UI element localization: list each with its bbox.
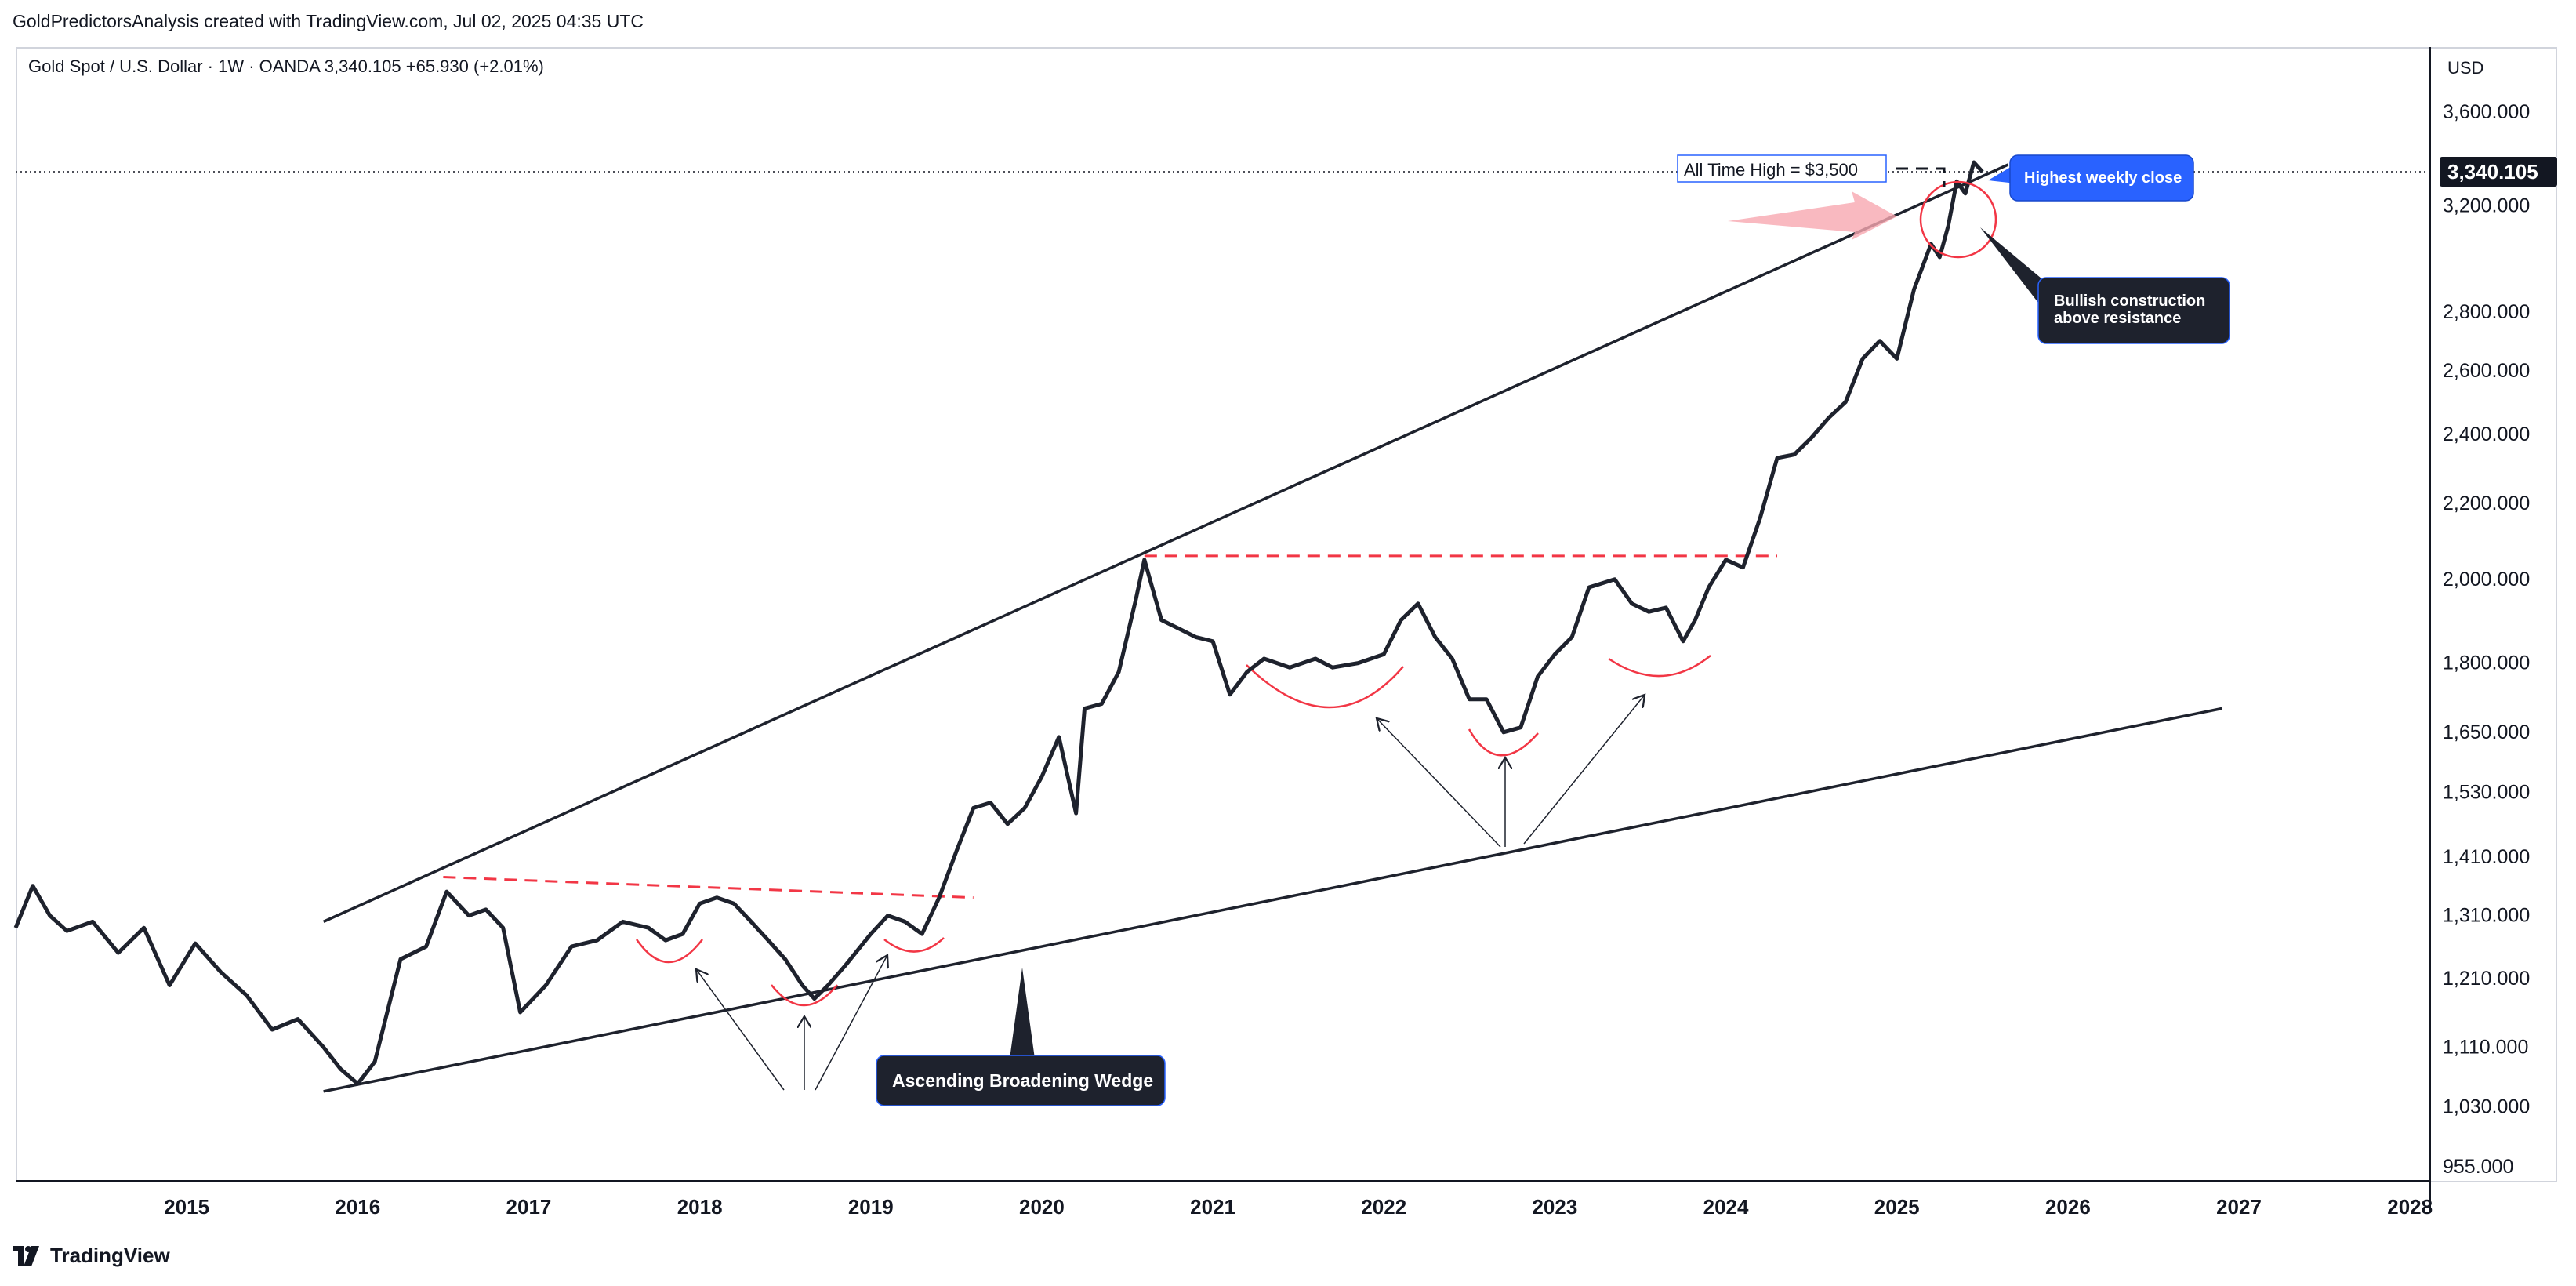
cup-arc [771,984,838,1007]
y-tick-label: 2,000.000 [2443,569,2530,590]
x-tick-label: 2019 [848,1195,894,1219]
x-tick-label: 2017 [506,1195,552,1219]
x-tick-label: 2023 [1532,1195,1577,1219]
x-tick-label: 2015 [164,1195,209,1219]
x-tick-label: 2026 [2045,1195,2091,1219]
highest-close-callout [2009,154,2194,202]
time-axis-ticks: 2015 2016 2017 2018 2019 2020 2021 2022 2023 2024… [164,1195,2433,1219]
cup-arc [635,939,703,964]
y-tick-label: 2,400.000 [2443,423,2530,445]
x-tick-label: 2016 [335,1195,380,1219]
wedge-text: Ascending Broadening Wedge [892,1070,1153,1091]
y-tick-label: 2,200.000 [2443,492,2530,514]
wedge-lower-line[interactable] [323,707,2222,1093]
y-tick-label: 1,030.000 [2443,1095,2530,1117]
trendlines [322,163,2222,1093]
x-tick-label: 2027 [2216,1195,2262,1219]
cup-arc [1608,655,1711,678]
highest-close-pointer [1988,165,2016,183]
chart-caption: GoldPredictorsAnalysis created with Trad… [13,11,644,31]
bullish-text-line1: Bullish construction [2054,292,2205,310]
y-tick-label: 1,650.000 [2443,721,2530,743]
last-price-box [2440,157,2557,187]
wedge-pointer [1010,968,1035,1059]
y-tick-label: 2,600.000 [2443,360,2530,382]
x-tick-label: 2022 [1361,1195,1406,1219]
pointer-arrow [696,969,785,1091]
pointer-arrow [1377,718,1501,848]
y-tick-label: 1,410.000 [2443,846,2530,868]
x-tick-label: 2024 [1703,1195,1749,1219]
tradingview-logo[interactable]: TradingView [13,1244,170,1268]
tradingview-icon [13,1245,39,1266]
x-tick-label: 2018 [677,1195,723,1219]
x-tick-label: 2020 [1019,1195,1065,1219]
y-tick-label: 3,600.000 [2443,101,2530,123]
ath-connector [1896,167,1946,187]
bullish-callout [2037,277,2230,344]
x-tick-label: 2028 [2387,1195,2433,1219]
pointer-arrows [696,695,1645,1091]
y-tick-label: 1,530.000 [2443,781,2530,803]
bullish-pointer [1980,227,2055,303]
cup-arcs [635,655,1711,1007]
highlight-circle [1919,180,1997,259]
ath-label-box [1677,154,1887,183]
pointer-arrow [1523,695,1645,845]
wedge-upper-line[interactable] [322,163,2009,923]
wedge-callout [876,1055,1166,1106]
y-tick-label: 1,110.000 [2443,1037,2528,1059]
y-tick-label: 1,310.000 [2443,905,2530,927]
cup-arc [1246,664,1404,709]
x-tick-label: 2021 [1190,1195,1235,1219]
y-tick-label: 1,210.000 [2443,968,2530,990]
y-tick-label: 2,800.000 [2443,301,2530,323]
y-tick-label: 955.000 [2443,1156,2513,1178]
highest-close-text: Highest weekly close [2024,169,2182,187]
ath-label: All Time High = $3,500 [1684,160,1858,180]
pink-arrow [1728,191,1897,240]
tradingview-brand: TradingView [50,1244,170,1267]
bullish-text-line2: above resistance [2054,310,2181,327]
price-axis-ticks: 955.000 1,030.000 1,110.000 1,210.000 1,310.… [2443,101,2530,1178]
pointer-arrow [815,955,887,1091]
last-price-label: 3,340.105 [2447,160,2538,183]
cup-arc [1468,728,1539,757]
resistance-2016-line[interactable] [443,876,974,899]
y-tick-label: 3,200.000 [2443,194,2530,216]
y-tick-label: 1,800.000 [2443,652,2530,674]
gold-price-line [13,160,1984,1086]
cup-arc [883,937,945,953]
symbol-legend[interactable]: Gold Spot / U.S. Dollar · 1W · OANDA 3,3… [28,56,544,76]
currency-label[interactable]: USD [2447,58,2484,78]
x-tick-label: 2025 [1874,1195,1920,1219]
